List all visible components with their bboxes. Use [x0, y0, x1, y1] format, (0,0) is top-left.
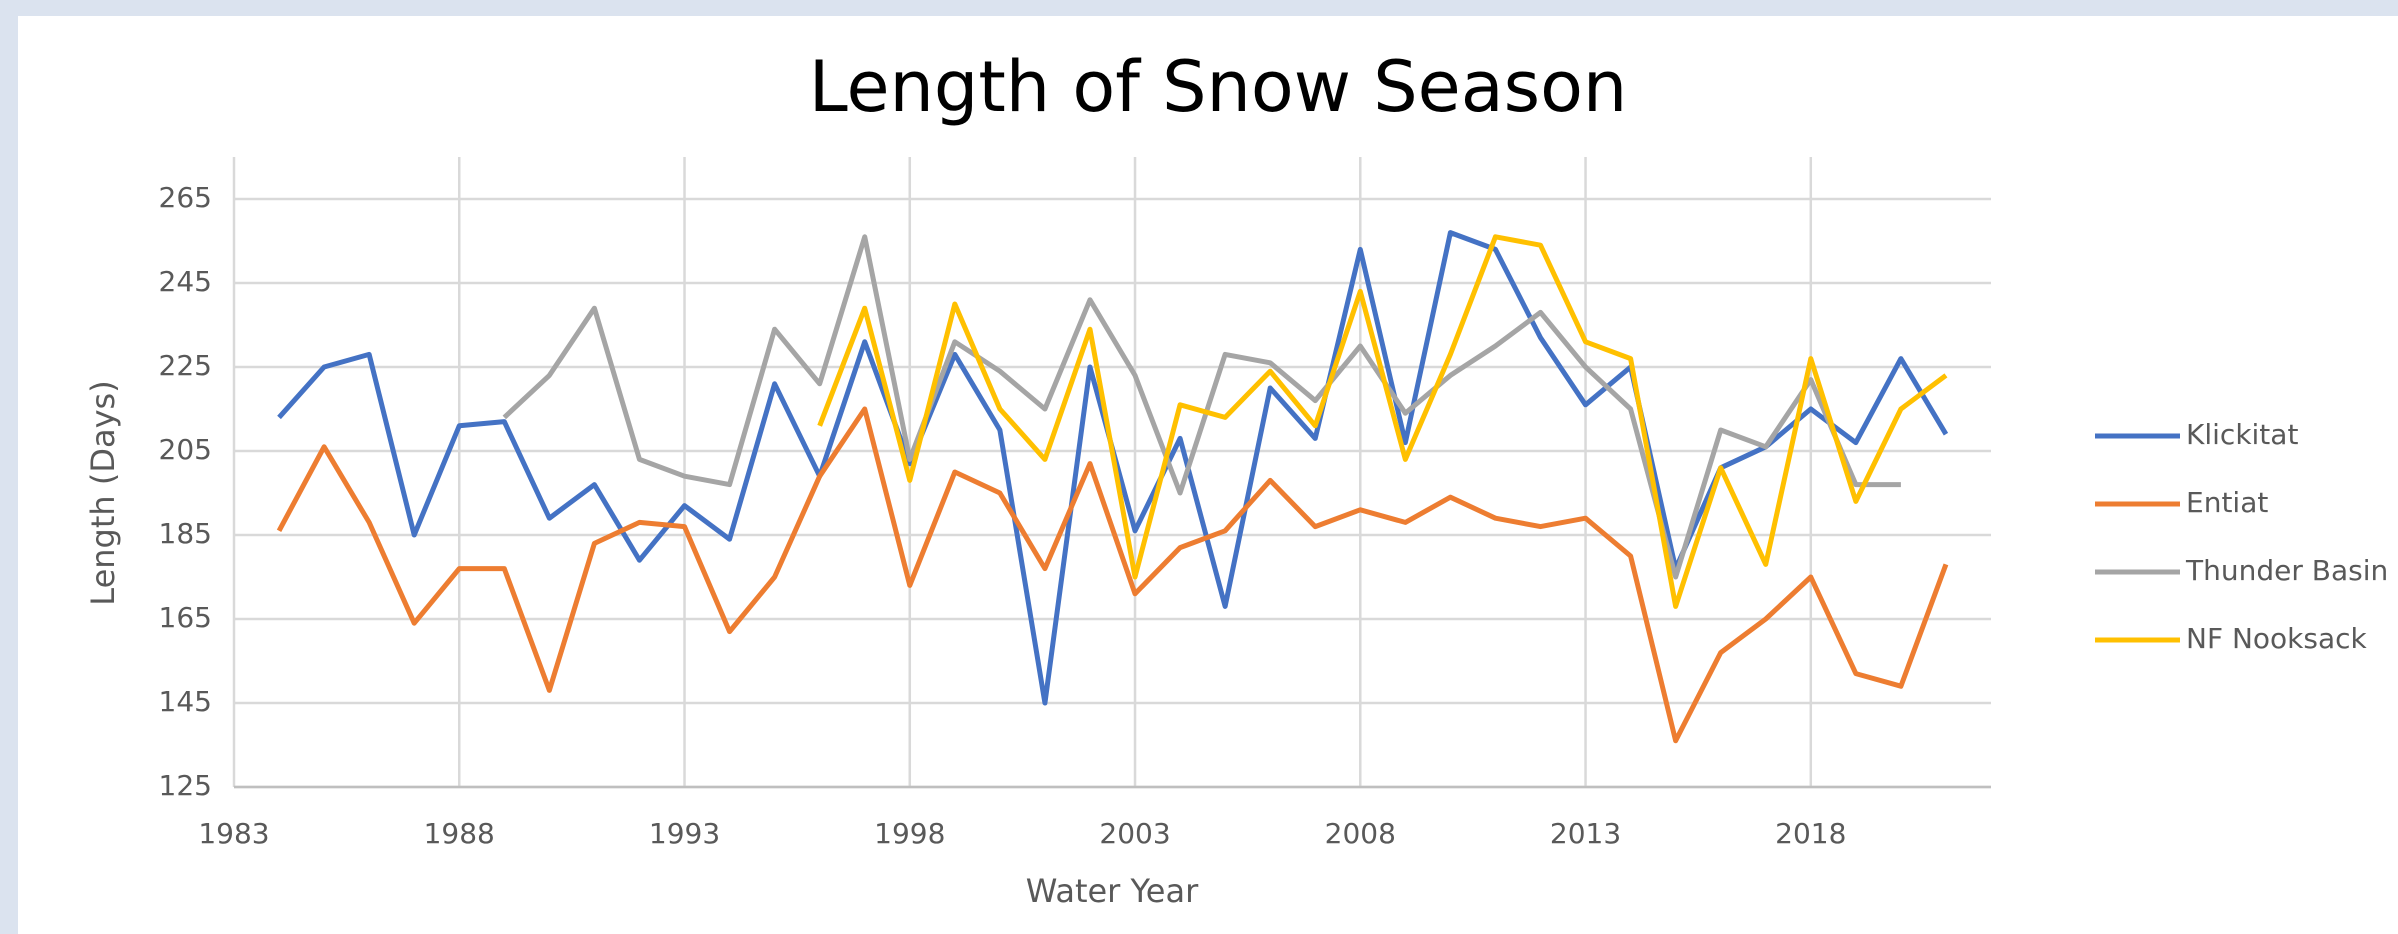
y-tick-label: 125	[159, 769, 212, 802]
series-line	[276, 406, 1949, 744]
series-line	[502, 234, 1901, 580]
x-tick-label: 1988	[424, 817, 495, 850]
legend-label: NF Nooksack	[2186, 622, 2368, 655]
legend-label: Klickitat	[2186, 418, 2298, 451]
y-tick-label: 245	[159, 265, 212, 298]
x-tick-label: 2003	[1099, 817, 1170, 850]
legend-label: Thunder Basin	[2185, 554, 2388, 587]
x-tick-label: 1983	[198, 817, 269, 850]
x-tick-label: 2008	[1325, 817, 1396, 850]
chart-panel	[18, 16, 2398, 934]
y-tick-label: 265	[159, 181, 212, 214]
legend-label: Entiat	[2186, 486, 2268, 519]
y-tick-label: 205	[159, 433, 212, 466]
x-axis-label: Water Year	[1026, 872, 1199, 910]
series-line	[817, 234, 1948, 609]
chart-title: Length of Snow Season	[809, 46, 1628, 128]
y-tick-label: 145	[159, 685, 212, 718]
y-tick-label: 165	[159, 601, 212, 634]
y-tick-label: 185	[159, 517, 212, 550]
x-tick-label: 1998	[874, 817, 945, 850]
y-tick-label: 225	[159, 349, 212, 382]
x-tick-label: 1993	[649, 817, 720, 850]
x-tick-label: 2018	[1775, 817, 1846, 850]
x-tick-label: 2013	[1550, 817, 1621, 850]
y-axis-label: Length (Days)	[84, 380, 122, 605]
